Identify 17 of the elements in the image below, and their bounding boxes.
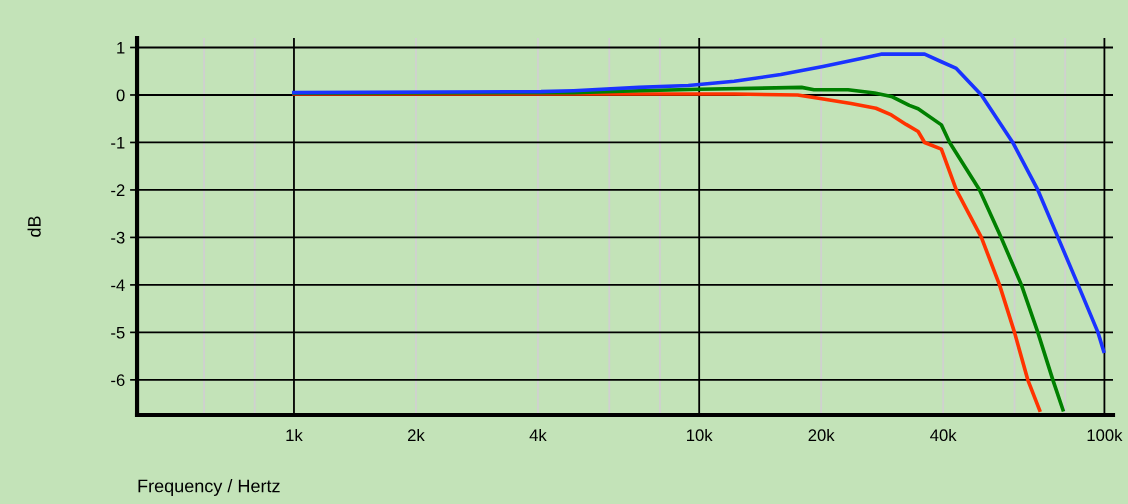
y-tick-label: -5 bbox=[111, 326, 125, 339]
y-tick-label: -6 bbox=[111, 374, 125, 387]
x-tick-label: 40k bbox=[930, 428, 957, 442]
y-axis-title: dB bbox=[27, 216, 41, 237]
y-tick-label: 1 bbox=[117, 42, 125, 54]
x-axis-title: Frequency / Hertz bbox=[138, 479, 280, 496]
x-tick-label: 4k bbox=[529, 428, 547, 441]
x-tick-label: 20k bbox=[808, 428, 835, 442]
y-tick-label: 0 bbox=[116, 89, 125, 102]
y-tick-label: -4 bbox=[111, 279, 125, 291]
x-tick-label: 2k bbox=[407, 428, 425, 441]
y-tick-label: -1 bbox=[111, 137, 125, 149]
x-tick-label: 100k bbox=[1087, 428, 1123, 442]
x-tick-label: 1k bbox=[286, 428, 303, 441]
x-tick-label: 10k bbox=[687, 428, 713, 442]
y-tick-label: -2 bbox=[111, 184, 125, 196]
y-tick-label: -3 bbox=[111, 231, 125, 244]
